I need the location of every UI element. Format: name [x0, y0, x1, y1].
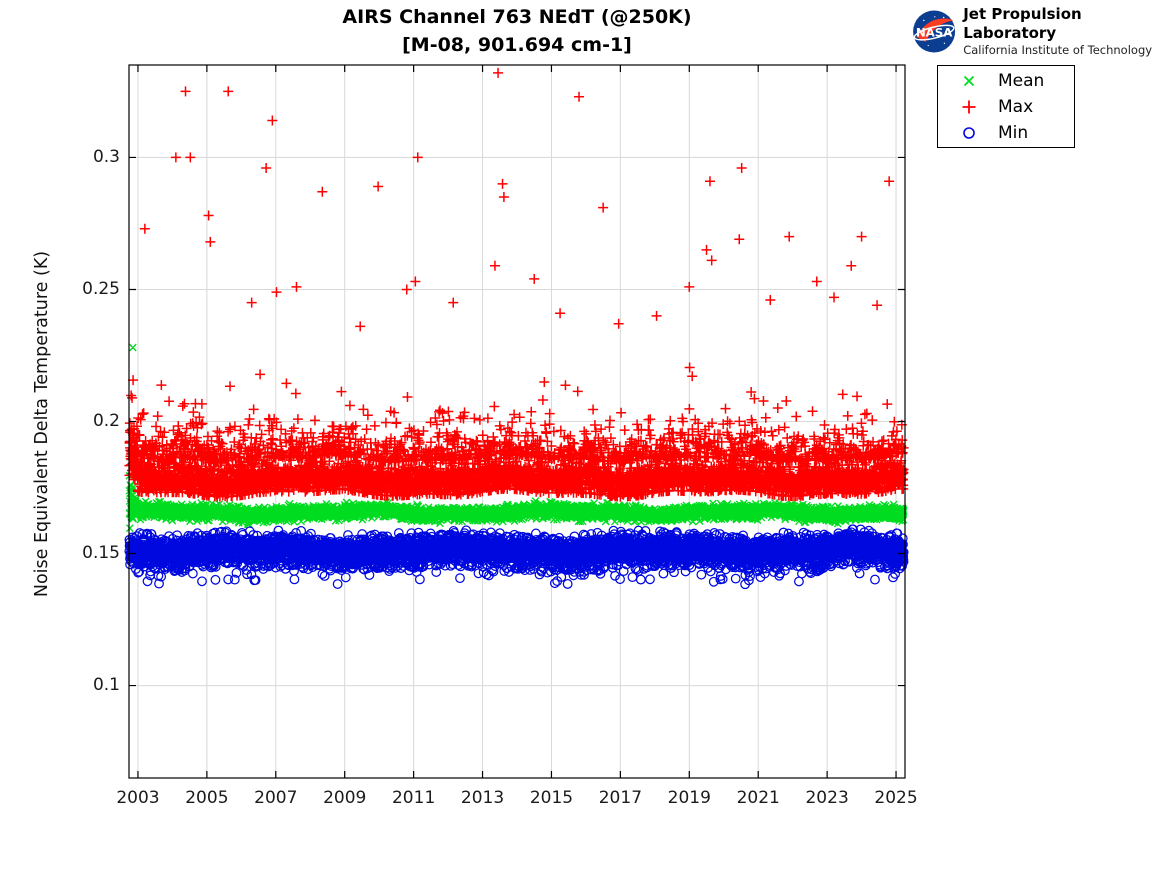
chart-title: AIRS Channel 763 NEdT (@250K) — [342, 6, 692, 28]
legend-item-max: Max — [938, 94, 1074, 120]
max-plus-marker-icon — [960, 99, 978, 115]
nasa-meatball-icon: NASA — [913, 9, 956, 53]
chart-subtitle: [M-08, 901.694 cm-1] — [402, 34, 632, 56]
legend-label-min: Min — [998, 122, 1029, 143]
nasa-logo-text: NASA — [916, 25, 953, 39]
min-circle-marker-icon — [960, 125, 978, 141]
jpl-name: Jet Propulsion Laboratory — [963, 5, 1082, 42]
legend-label-mean: Mean — [998, 70, 1045, 91]
mean-x-marker-icon — [960, 73, 978, 89]
jpl-text-block: Jet Propulsion Laboratory California Ins… — [963, 5, 1167, 57]
jpl-branding: NASA Jet Propulsion Laboratory Californi… — [912, 5, 1167, 57]
legend-box: Mean Max Min — [937, 65, 1075, 148]
chart-title-block: AIRS Channel 763 NEdT (@250K) [M-08, 901… — [129, 3, 905, 59]
legend-item-mean: Mean — [938, 68, 1074, 94]
caltech-sub: California Institute of Technology — [963, 43, 1153, 57]
y-axis-label: Noise Equivalent Delta Temperature (K) — [32, 250, 52, 598]
legend-label-max: Max — [998, 96, 1034, 117]
legend-item-min: Min — [938, 120, 1074, 146]
